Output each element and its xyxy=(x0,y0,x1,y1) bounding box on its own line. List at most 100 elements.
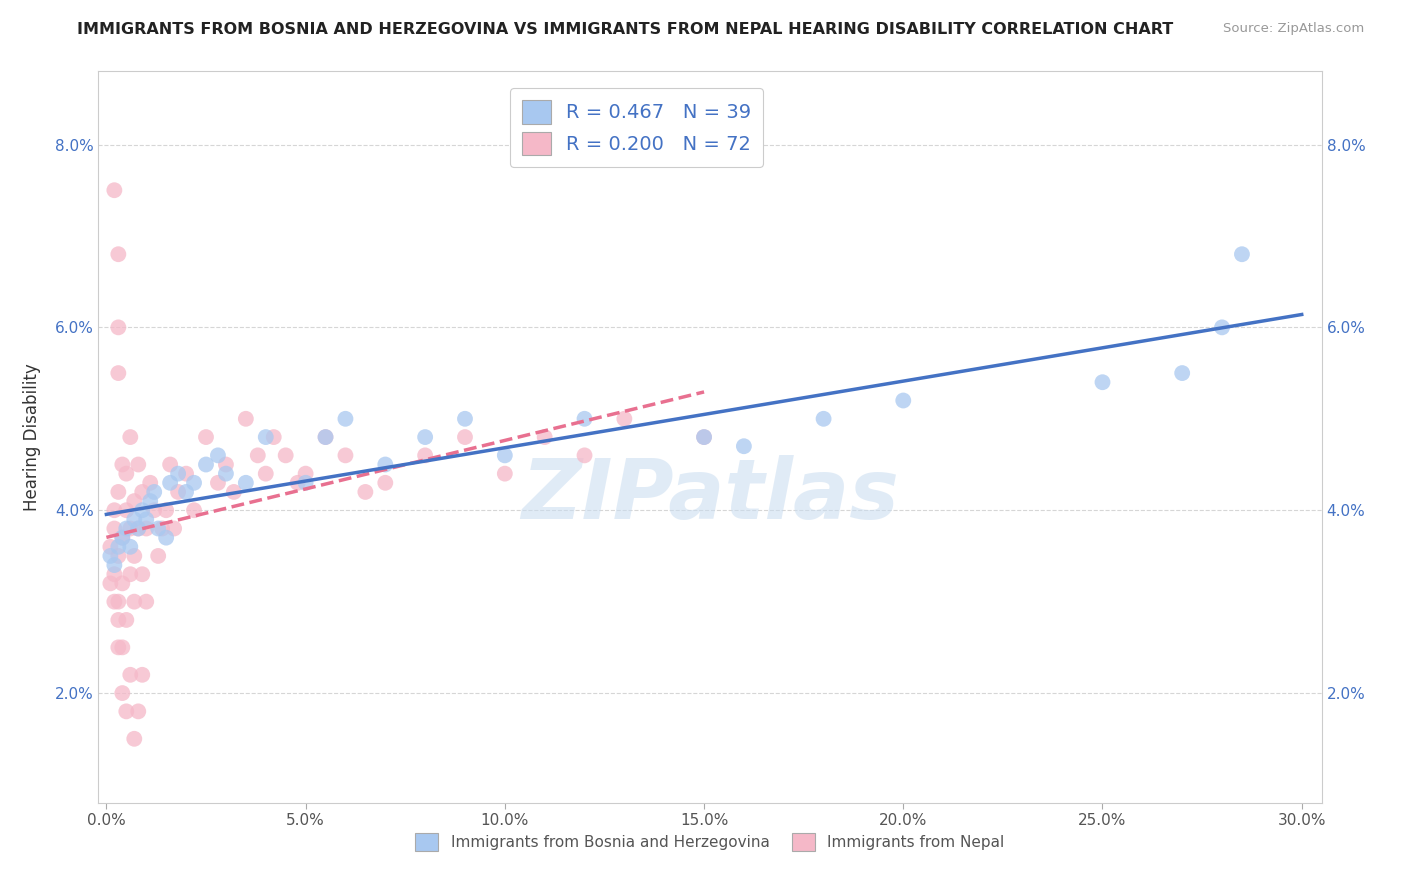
Point xyxy=(127,521,149,535)
Point xyxy=(124,512,146,526)
Point xyxy=(103,594,125,608)
Point xyxy=(693,430,716,444)
Point xyxy=(100,576,122,591)
Point xyxy=(183,475,205,490)
Point xyxy=(574,448,596,462)
Point xyxy=(111,686,134,700)
Point xyxy=(135,594,157,608)
Point xyxy=(135,512,157,526)
Point xyxy=(103,558,125,573)
Point xyxy=(115,613,138,627)
Point xyxy=(131,567,153,582)
Point xyxy=(131,667,153,682)
Point xyxy=(413,430,436,444)
Point xyxy=(287,475,309,490)
Point xyxy=(174,467,197,481)
Point xyxy=(574,412,596,426)
Point xyxy=(103,183,125,197)
Point xyxy=(315,430,337,444)
Point xyxy=(107,594,129,608)
Point xyxy=(111,640,134,655)
Point xyxy=(294,467,316,481)
Point xyxy=(374,475,396,490)
Point xyxy=(207,448,229,462)
Point xyxy=(120,540,142,554)
Point xyxy=(354,485,377,500)
Point xyxy=(131,485,153,500)
Point xyxy=(148,549,170,563)
Point xyxy=(107,540,129,554)
Point xyxy=(246,448,269,462)
Point xyxy=(183,503,205,517)
Point xyxy=(413,448,436,462)
Point xyxy=(111,531,134,545)
Point xyxy=(891,393,914,408)
Point xyxy=(111,458,134,472)
Point xyxy=(139,475,162,490)
Point xyxy=(167,467,190,481)
Point xyxy=(143,485,166,500)
Point xyxy=(100,540,122,554)
Point xyxy=(454,430,477,444)
Point xyxy=(107,613,129,627)
Point xyxy=(135,521,157,535)
Point xyxy=(1091,375,1114,389)
Point xyxy=(207,475,229,490)
Point xyxy=(103,567,125,582)
Point xyxy=(1230,247,1253,261)
Point xyxy=(235,412,257,426)
Point xyxy=(103,521,125,535)
Point xyxy=(733,439,755,453)
Point xyxy=(215,467,238,481)
Point xyxy=(111,531,134,545)
Legend: Immigrants from Bosnia and Herzegovina, Immigrants from Nepal: Immigrants from Bosnia and Herzegovina, … xyxy=(409,827,1011,857)
Point xyxy=(254,430,277,444)
Point xyxy=(103,503,125,517)
Point xyxy=(335,448,357,462)
Point xyxy=(120,521,142,535)
Point xyxy=(263,430,285,444)
Point xyxy=(533,430,555,444)
Point xyxy=(315,430,337,444)
Point xyxy=(494,448,516,462)
Point xyxy=(143,503,166,517)
Point xyxy=(274,448,297,462)
Point xyxy=(127,705,149,719)
Point xyxy=(222,485,245,500)
Point xyxy=(107,247,129,261)
Point xyxy=(115,503,138,517)
Point xyxy=(294,475,316,490)
Point xyxy=(254,467,277,481)
Point xyxy=(124,594,146,608)
Point xyxy=(107,320,129,334)
Point xyxy=(195,458,218,472)
Point xyxy=(124,731,146,746)
Point xyxy=(374,458,396,472)
Point xyxy=(159,475,181,490)
Y-axis label: Hearing Disability: Hearing Disability xyxy=(22,363,41,511)
Point xyxy=(111,576,134,591)
Point xyxy=(120,430,142,444)
Point xyxy=(107,366,129,380)
Point xyxy=(139,494,162,508)
Point xyxy=(693,430,716,444)
Point xyxy=(127,521,149,535)
Point xyxy=(813,412,835,426)
Point xyxy=(454,412,477,426)
Point xyxy=(107,640,129,655)
Point xyxy=(1171,366,1194,380)
Point xyxy=(120,667,142,682)
Point xyxy=(100,549,122,563)
Point xyxy=(235,475,257,490)
Point xyxy=(107,485,129,500)
Point xyxy=(335,412,357,426)
Point xyxy=(115,521,138,535)
Point xyxy=(127,458,149,472)
Text: Source: ZipAtlas.com: Source: ZipAtlas.com xyxy=(1223,22,1364,36)
Point xyxy=(107,549,129,563)
Point xyxy=(155,503,177,517)
Point xyxy=(155,531,177,545)
Text: ZIPatlas: ZIPatlas xyxy=(522,455,898,536)
Point xyxy=(115,467,138,481)
Point xyxy=(1211,320,1233,334)
